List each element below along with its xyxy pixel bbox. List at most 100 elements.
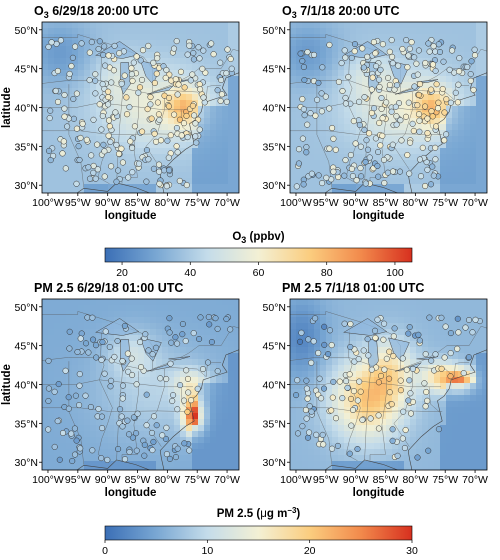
site-marker <box>130 59 137 66</box>
site-marker <box>416 81 424 88</box>
x-tick-label: 90°W <box>343 197 369 209</box>
site-marker <box>166 167 173 174</box>
site-marker <box>395 62 402 69</box>
site-marker <box>167 360 174 367</box>
site-marker <box>214 87 221 94</box>
site-marker <box>403 366 410 373</box>
site-marker <box>71 451 79 458</box>
site-marker <box>429 113 436 120</box>
site-marker <box>361 126 368 133</box>
site-marker <box>119 382 127 389</box>
site-marker <box>76 371 83 378</box>
site-marker <box>351 48 358 55</box>
site-marker <box>139 47 147 54</box>
site-marker <box>339 395 346 402</box>
site-marker <box>294 377 301 384</box>
site-marker <box>73 125 80 132</box>
site-marker <box>379 132 386 139</box>
site-marker <box>423 388 430 396</box>
site-marker <box>326 327 334 334</box>
site-marker <box>471 52 479 59</box>
site-marker <box>112 109 119 116</box>
site-marker <box>85 349 92 356</box>
site-marker <box>179 320 186 328</box>
site-marker <box>388 108 395 115</box>
site-marker <box>86 49 93 56</box>
site-marker <box>150 165 157 172</box>
site-marker <box>57 37 64 44</box>
y-tick-label: 35°N <box>263 141 286 153</box>
site-marker <box>454 315 461 322</box>
site-marker <box>386 348 393 355</box>
site-marker <box>432 123 440 130</box>
site-marker <box>69 54 76 61</box>
site-marker <box>430 43 437 50</box>
site-marker <box>105 94 112 101</box>
site-marker <box>147 101 154 108</box>
site-marker <box>422 59 429 67</box>
site-marker <box>402 426 409 434</box>
site-marker <box>133 381 140 388</box>
site-marker <box>185 389 192 396</box>
site-marker <box>360 64 367 71</box>
site-marker <box>433 81 440 88</box>
site-marker <box>409 365 417 372</box>
site-marker <box>150 413 158 420</box>
site-marker <box>70 95 77 103</box>
site-marker <box>375 379 382 386</box>
site-marker <box>171 111 178 118</box>
site-marker <box>350 388 357 395</box>
site-marker <box>77 335 84 342</box>
site-marker <box>465 354 472 361</box>
site-marker <box>105 88 112 95</box>
site-marker <box>65 394 72 401</box>
site-marker <box>329 394 336 401</box>
site-marker <box>129 371 136 379</box>
site-marker <box>206 321 213 328</box>
site-marker <box>400 408 407 415</box>
site-marker <box>128 71 135 78</box>
site-marker <box>414 102 421 109</box>
site-marker <box>321 323 328 330</box>
site-marker <box>342 157 349 164</box>
site-marker <box>429 61 437 68</box>
site-marker <box>148 115 155 122</box>
y-tick-label: 35°N <box>263 418 286 430</box>
site-marker <box>136 339 144 346</box>
colorbar-gradient <box>104 247 413 263</box>
site-marker <box>348 422 355 429</box>
site-marker <box>145 42 152 49</box>
site-marker <box>415 91 422 98</box>
site-marker <box>64 123 71 130</box>
site-marker <box>85 164 92 171</box>
colorbar-tick-label: 30 <box>406 545 418 557</box>
site-marker <box>354 397 361 404</box>
site-marker <box>436 48 444 56</box>
site-marker <box>61 105 68 112</box>
site-marker <box>157 375 164 382</box>
site-marker <box>393 82 400 89</box>
site-marker <box>385 74 392 81</box>
site-marker <box>129 144 136 151</box>
site-marker <box>45 426 52 433</box>
site-marker <box>154 99 161 106</box>
site-marker <box>174 340 181 347</box>
site-marker <box>297 50 304 57</box>
x-tick-label: 95°W <box>313 197 339 209</box>
site-marker <box>374 316 381 323</box>
colorbar-tick-label: 10 <box>201 545 213 557</box>
site-marker <box>415 331 422 338</box>
site-marker <box>299 135 306 142</box>
site-marker <box>137 57 144 64</box>
site-marker <box>141 452 148 459</box>
site-marker <box>150 438 157 445</box>
site-marker <box>111 353 118 360</box>
site-marker <box>365 352 372 359</box>
site-marker <box>153 70 160 77</box>
site-marker <box>334 442 341 449</box>
site-marker <box>45 397 52 405</box>
site-marker <box>130 414 137 421</box>
site-marker <box>352 140 359 147</box>
site-marker <box>377 66 384 73</box>
site-marker <box>416 337 423 344</box>
